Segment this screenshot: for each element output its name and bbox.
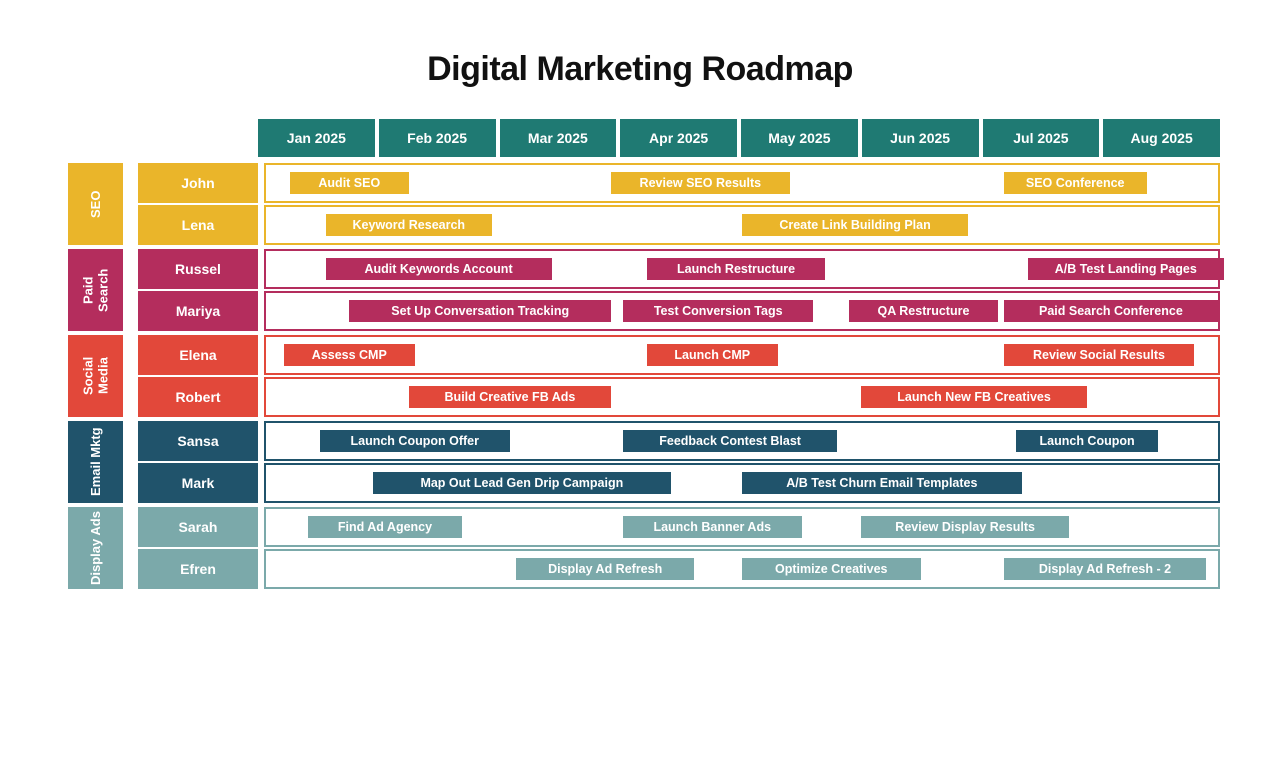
timeline-lane: Display Ad Refresh Optimize Creatives Disp… [264,549,1220,589]
person-row: Mark Map Out Lead Gen Drip Campaign A/B Te… [123,463,1220,503]
task-bar: Map Out Lead Gen Drip Campaign [373,472,671,494]
month-header: Mar 2025 [500,119,617,157]
category-label: Paid Search [68,249,123,331]
roadmap: Jan 2025Feb 2025Mar 2025Apr 2025May 2025… [68,119,1220,589]
category-block: Social Media Elena Assess CMP Launch CMP Rev… [68,335,1220,417]
task-bar: Paid Search Conference [1004,300,1218,322]
month-header: Jul 2025 [983,119,1100,157]
timeline-lane: Build Creative FB Ads Launch New FB Creat… [264,377,1220,417]
task-bar: A/B Test Churn Email Templates [742,472,1022,494]
task-bar: A/B Test Landing Pages [1028,258,1224,280]
page-title: Digital Marketing Roadmap [0,50,1280,89]
task-bar: Create Link Building Plan [742,214,968,236]
timeline-lane: Launch Coupon Offer Feedback Contest Blas… [264,421,1220,461]
person-row: Sansa Launch Coupon Offer Feedback Contest… [123,421,1220,461]
task-bar: Review Display Results [861,516,1069,538]
month-header: Jan 2025 [258,119,375,157]
task-bar: Find Ad Agency [308,516,463,538]
task-bar: Test Conversion Tags [623,300,813,322]
person-name: John [138,163,258,203]
category-label: Display Ads [68,507,123,589]
person-row: Efren Display Ad Refresh Optimize Creative… [123,549,1220,589]
timeline-lane: Keyword Research Create Link Building Pla… [264,205,1220,245]
task-bar: Launch Coupon [1016,430,1159,452]
category-label: Email Mktg [68,421,123,503]
person-name: Robert [138,377,258,417]
month-header: Aug 2025 [1103,119,1220,157]
task-bar: Launch Restructure [647,258,826,280]
category-block: Display Ads Sarah Find Ad Agency Launch Ban… [68,507,1220,589]
person-name: Lena [138,205,258,245]
person-row: Mariya Set Up Conversation Tracking Test C… [123,291,1220,331]
person-name: Mariya [138,291,258,331]
category-block: Paid Search Russel Audit Keywords Account L… [68,249,1220,331]
person-name: Sarah [138,507,258,547]
task-bar: Review SEO Results [611,172,790,194]
timeline-lane: Audit Keywords Account Launch Restructure… [264,249,1220,289]
task-bar: Optimize Creatives [742,558,921,580]
month-header: Feb 2025 [379,119,496,157]
person-name: Mark [138,463,258,503]
month-header: May 2025 [741,119,858,157]
category-block: SEO John Audit SEO Review SEO Results SEO Co… [68,163,1220,245]
months-row: Jan 2025Feb 2025Mar 2025Apr 2025May 2025… [258,119,1220,157]
timeline-lane: Find Ad Agency Launch Banner Ads Review Di… [264,507,1220,547]
task-bar: Keyword Research [326,214,493,236]
category-block: Email Mktg Sansa Launch Coupon Offer Feedba… [68,421,1220,503]
person-row: Robert Build Creative FB Ads Launch New FB… [123,377,1220,417]
task-bar: SEO Conference [1004,172,1147,194]
task-bar: Display Ad Refresh - 2 [1004,558,1206,580]
timeline-lane: Map Out Lead Gen Drip Campaign A/B Test C… [264,463,1220,503]
category-label: SEO [68,163,123,245]
month-header: Apr 2025 [620,119,737,157]
task-bar: Audit Keywords Account [326,258,552,280]
timeline-lane: Audit SEO Review SEO Results SEO Conferenc… [264,163,1220,203]
person-row: John Audit SEO Review SEO Results SEO Confe… [123,163,1220,203]
task-bar: Launch CMP [647,344,778,366]
person-name: Elena [138,335,258,375]
task-bar: Assess CMP [284,344,415,366]
person-name: Russel [138,249,258,289]
task-bar: Launch New FB Creatives [861,386,1087,408]
person-row: Sarah Find Ad Agency Launch Banner Ads Revi… [123,507,1220,547]
person-name: Efren [138,549,258,589]
task-bar: Review Social Results [1004,344,1194,366]
task-bar: Build Creative FB Ads [409,386,611,408]
task-bar: Audit SEO [290,172,409,194]
category-label: Social Media [68,335,123,417]
task-bar: Feedback Contest Blast [623,430,837,452]
task-bar: Launch Coupon Offer [320,430,510,452]
timeline-lane: Assess CMP Launch CMP Review Social Result… [264,335,1220,375]
month-header: Jun 2025 [862,119,979,157]
task-bar: QA Restructure [849,300,998,322]
task-bar: Launch Banner Ads [623,516,802,538]
person-row: Russel Audit Keywords Account Launch Restr… [123,249,1220,289]
person-name: Sansa [138,421,258,461]
timeline-lane: Set Up Conversation Tracking Test Convers… [264,291,1220,331]
task-bar: Set Up Conversation Tracking [349,300,611,322]
person-row: Elena Assess CMP Launch CMP Review Social R… [123,335,1220,375]
person-row: Lena Keyword Research Create Link Building… [123,205,1220,245]
task-bar: Display Ad Refresh [516,558,695,580]
